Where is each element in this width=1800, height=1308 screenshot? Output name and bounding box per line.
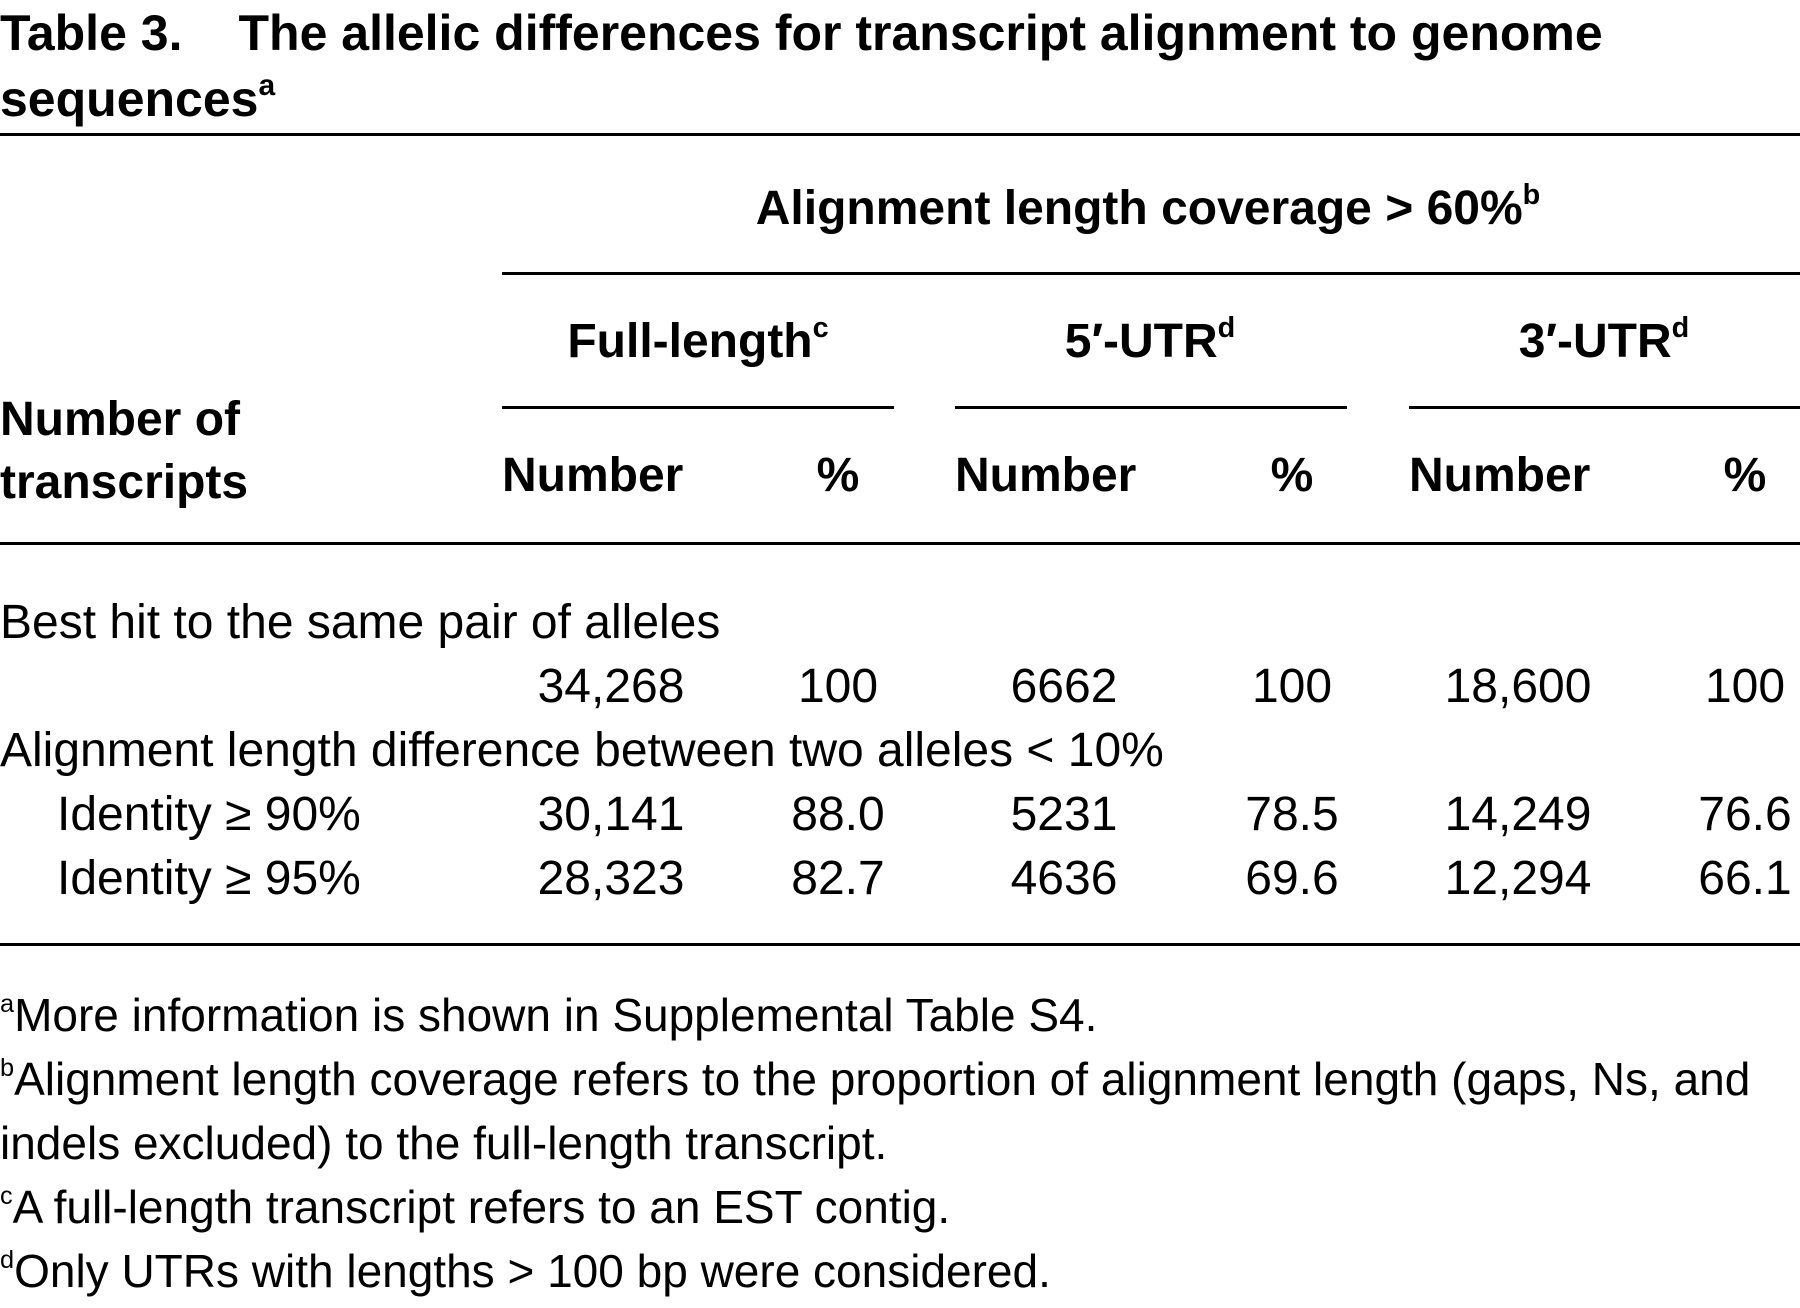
cell: 69.6: [1245, 852, 1339, 905]
subheader: %: [816, 449, 860, 502]
footnote-text: Alignment length coverage refers to the …: [0, 1053, 1751, 1169]
subheader: %: [1723, 449, 1767, 502]
footnote-text: Only UTRs with lengths > 100 bp were con…: [14, 1245, 1051, 1297]
group-text: Full-length: [567, 315, 813, 368]
footnote-mark: a: [0, 990, 15, 1019]
cell: 30,141: [537, 788, 685, 841]
cell: 4636: [1010, 852, 1118, 905]
subheader: Number: [502, 449, 684, 502]
cell: 100: [797, 660, 879, 713]
rule: [0, 133, 1800, 136]
spanner-header: Alignment length coverage > 60%b: [755, 180, 1540, 235]
cell: 5231: [1010, 788, 1118, 841]
section-label: Best hit to the same pair of alleles: [0, 596, 721, 649]
cell: 14,249: [1444, 788, 1592, 841]
cell: 100: [1251, 660, 1333, 713]
rule: [1409, 406, 1800, 409]
row-label: Identity ≥ 95%: [57, 852, 361, 905]
cell: 76.6: [1698, 788, 1792, 841]
cell: 88.0: [791, 788, 885, 841]
cell: 34,268: [537, 660, 685, 713]
rule: [502, 406, 894, 409]
cell: 66.1: [1698, 852, 1792, 905]
title-label: Table 3.: [0, 5, 183, 61]
cell: 12,294: [1444, 852, 1592, 905]
title-text: The allelic differences for transcript a…: [0, 5, 1603, 127]
footnote-text: More information is shown in Supplementa…: [14, 989, 1098, 1041]
footnote-mark: c: [0, 1182, 13, 1211]
group-header: Full-lengthc: [567, 313, 828, 368]
footnote-mark: b: [1522, 178, 1541, 211]
footnote: aMore information is shown in Supplement…: [0, 983, 1800, 1047]
subheader: %: [1270, 449, 1314, 502]
footnote-mark: d: [1217, 311, 1236, 344]
rule: [502, 272, 1800, 275]
group-text: 5′-UTR: [1064, 315, 1218, 368]
section-label: Alignment length difference between two …: [0, 724, 1164, 777]
subheader: Number: [1409, 449, 1591, 502]
footnotes: aMore information is shown in Supplement…: [0, 983, 1800, 1303]
cell: 78.5: [1245, 788, 1339, 841]
cell: 6662: [1010, 660, 1118, 713]
footnote-mark: d: [0, 1246, 15, 1275]
row-header: Number of transcripts: [0, 393, 249, 509]
cell: 28,323: [537, 852, 685, 905]
footnote-mark: c: [812, 311, 829, 344]
rule: [955, 406, 1347, 409]
footnote-mark: a: [258, 69, 276, 102]
footnote: dOnly UTRs with lengths > 100 bp were co…: [0, 1239, 1800, 1303]
footnote-mark: b: [0, 1054, 15, 1083]
rule: [0, 542, 1800, 545]
table-title: Table 3. The allelic differences for tran…: [0, 0, 1800, 132]
subheader: Number: [955, 449, 1137, 502]
footnote-mark: d: [1671, 311, 1690, 344]
cell: 100: [1704, 660, 1786, 713]
footnote: cA full-length transcript refers to an E…: [0, 1175, 1800, 1239]
group-text: 3′-UTR: [1518, 315, 1672, 368]
cell: 82.7: [791, 852, 885, 905]
group-header: 3′-UTRd: [1518, 313, 1689, 368]
spanner-text: Alignment length coverage > 60%: [755, 182, 1523, 235]
footnote: bAlignment length coverage refers to the…: [0, 1047, 1800, 1175]
group-header: 5′-UTRd: [1064, 313, 1235, 368]
footnote-text: A full-length transcript refers to an ES…: [12, 1181, 951, 1233]
row-label: Identity ≥ 90%: [57, 788, 361, 841]
rule: [0, 943, 1800, 946]
cell: 18,600: [1444, 660, 1592, 713]
